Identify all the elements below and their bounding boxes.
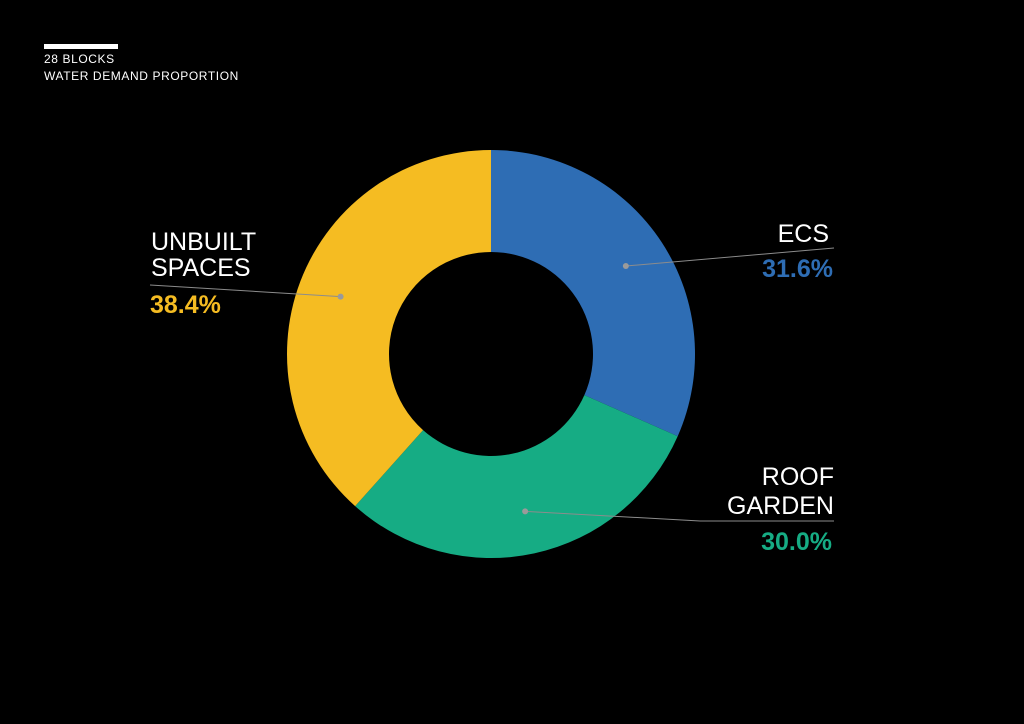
label-roof-garden-line2: GARDEN [727, 492, 834, 520]
leader-dot-unbuilt-spaces [337, 293, 344, 300]
leader-dot-ecs [622, 263, 629, 270]
leader-line-unbuilt-spaces [149, 284, 341, 298]
leader-line-roof-garden [525, 510, 834, 522]
label-roof-garden-line1: ROOF [762, 463, 834, 491]
chart-subtitle-blocks: 28 BLOCKS [44, 52, 115, 66]
slices-layer [287, 150, 695, 559]
slice-ecs [491, 150, 695, 437]
slice-unbuilt-spaces [287, 150, 491, 507]
label-ecs-line1: ECS [778, 220, 829, 248]
chart-title: WATER DEMAND PROPORTION [44, 69, 239, 83]
label-unbuilt-spaces-line1: UNBUILT [151, 228, 256, 256]
value-label-unbuilt-spaces: 38.4% [150, 291, 221, 319]
leader-line-ecs [625, 247, 835, 267]
leaders-layer [149, 247, 835, 522]
slice-roof-garden [355, 395, 678, 559]
header-rule [44, 44, 118, 49]
label-unbuilt-spaces-line2: SPACES [151, 254, 251, 282]
value-label-ecs: 31.6% [762, 255, 833, 283]
leader-dot-roof-garden [522, 508, 529, 515]
value-label-roof-garden: 30.0% [761, 528, 832, 556]
